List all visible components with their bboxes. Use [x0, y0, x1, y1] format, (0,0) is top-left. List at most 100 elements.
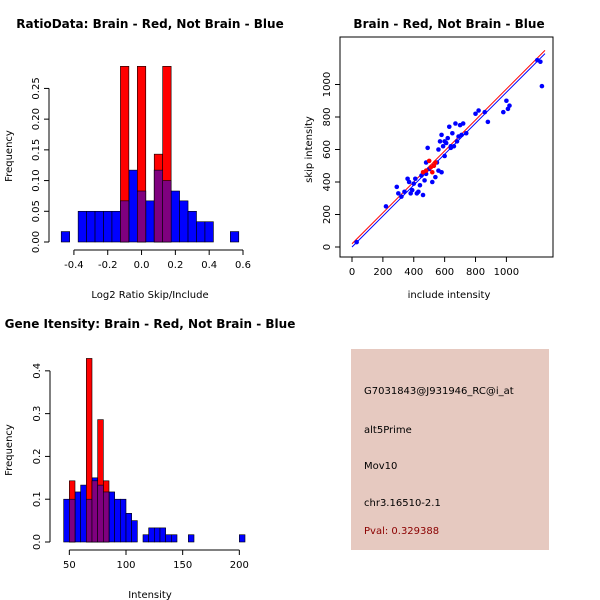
bar-blue-ratio-5: [111, 210, 121, 243]
pval-text: Pval: 0.329388: [364, 526, 440, 537]
point-red-0: [426, 158, 432, 164]
bar-blue-gene-20: [239, 534, 246, 543]
fit-line-0: [351, 50, 546, 245]
x-tick-label-ratio-2: 0.0: [134, 260, 150, 271]
x-tick-label-gene-2: 150: [173, 560, 192, 571]
point-blue-36: [453, 121, 458, 126]
x-tick-label-scatter-5: 1000: [494, 267, 519, 278]
y-tick-label-gene-4: 0.4: [32, 363, 43, 379]
point-blue-11: [413, 176, 418, 182]
point-blue-47: [501, 109, 506, 115]
point-red-6: [420, 169, 426, 175]
probe-id: G7031843@J931946_RC@i_at: [364, 386, 514, 397]
point-blue-21: [429, 179, 435, 185]
x-axis-label-gene: Intensity: [128, 590, 172, 600]
point-blue-17: [422, 178, 427, 183]
event-type: alt5Prime: [364, 425, 412, 436]
y-tick-label-ratio-2: 0.10: [31, 169, 42, 191]
y-tick-label-gene-2: 0.2: [32, 448, 43, 464]
point-blue-34: [450, 130, 455, 136]
point-blue-41: [460, 121, 466, 126]
gene-name: Mov10: [364, 461, 398, 472]
bar-blue-gene-11: [125, 513, 132, 543]
bar-overlap-ratio-2: [153, 169, 163, 243]
x-tick-label-ratio-5: 0.6: [235, 260, 251, 271]
point-blue-48: [504, 98, 509, 104]
point-blue-52: [538, 59, 543, 65]
point-blue-23: [433, 174, 438, 180]
x-tick-label-scatter-4: 800: [466, 267, 485, 278]
y-tick-label-scatter-2: 400: [322, 172, 333, 191]
x-axis-label-ratio: Log2 Ratio Skip/Include: [91, 290, 208, 301]
bar-overlap-ratio-0: [120, 200, 130, 243]
point-blue-29: [442, 153, 447, 159]
x-tick-label-ratio-0: -0.4: [64, 260, 84, 271]
bar-blue-ratio-17: [230, 231, 240, 243]
bar-overlap-gene-3: [97, 484, 104, 543]
bar-blue-gene-8: [108, 491, 115, 543]
x-tick-label-ratio-4: 0.4: [201, 260, 217, 271]
point-blue-2: [394, 184, 400, 190]
chart-title-ratio: RatioData: Brain - Red, Not Brain - Blue: [16, 17, 283, 31]
y-axis-label-gene: Frequency: [4, 424, 15, 476]
point-blue-16: [420, 192, 426, 198]
point-red-2: [429, 169, 435, 175]
bar-blue-ratio-9: [145, 200, 155, 243]
bar-blue-ratio-14: [187, 210, 197, 243]
y-tick-label-scatter-0: 0: [322, 244, 333, 250]
bar-blue-gene-9: [114, 498, 121, 543]
bar-blue-gene-0: [63, 498, 70, 543]
point-blue-10: [411, 181, 417, 186]
y-tick-label-ratio-1: 0.05: [31, 200, 42, 222]
y-tick-label-gene-0: 0.0: [32, 534, 43, 550]
bar-blue-gene-19: [188, 534, 195, 543]
y-tick-label-ratio-4: 0.20: [31, 108, 42, 130]
point-blue-26: [437, 139, 443, 144]
point-blue-58: [442, 139, 447, 144]
bar-blue-ratio-4: [103, 210, 113, 243]
point-blue-43: [473, 111, 478, 117]
x-tick-label-scatter-1: 200: [373, 267, 392, 278]
point-blue-55: [436, 168, 441, 173]
location: chr3.16510-2.1: [364, 498, 441, 509]
bar-blue-ratio-7: [128, 169, 138, 243]
bar-blue-gene-14: [148, 527, 155, 543]
point-blue-53: [539, 83, 545, 89]
bar-blue-ratio-3: [94, 210, 104, 243]
bar-blue-gene-18: [171, 534, 178, 543]
x-tick-label-scatter-0: 0: [349, 267, 355, 278]
point-blue-27: [439, 132, 444, 138]
y-tick-label-ratio-0: 0.00: [31, 231, 42, 253]
bar-overlap-gene-0: [69, 498, 76, 543]
point-blue-31: [445, 135, 451, 141]
x-tick-label-gene-0: 50: [63, 560, 76, 571]
y-tick-label-scatter-5: 1000: [322, 72, 333, 97]
bar-blue-ratio-0: [60, 231, 70, 243]
point-blue-28: [440, 143, 446, 149]
x-tick-label-ratio-3: 0.2: [167, 260, 183, 271]
bar-blue-ratio-15: [196, 221, 206, 243]
bar-blue-ratio-1: [77, 210, 87, 243]
y-axis-label-ratio: Frequency: [4, 130, 15, 182]
fit-line-1: [351, 53, 546, 248]
y-tick-label-scatter-1: 200: [322, 205, 333, 224]
point-blue-50: [507, 103, 512, 108]
point-blue-25: [436, 147, 441, 152]
bar-blue-ratio-2: [86, 210, 96, 243]
point-blue-56: [448, 143, 454, 149]
x-tick-label-scatter-2: 400: [404, 267, 423, 278]
y-axis-label-scatter: skip intensity: [304, 116, 315, 183]
bar-blue-gene-2: [74, 491, 81, 543]
y-tick-label-ratio-5: 0.25: [31, 77, 42, 99]
point-blue-13: [416, 189, 421, 195]
bar-overlap-gene-4: [103, 491, 110, 543]
point-blue-14: [417, 182, 423, 188]
point-blue-9: [409, 187, 415, 193]
point-blue-4: [399, 194, 404, 199]
chart-title-scatter: Brain - Red, Not Brain - Blue: [353, 17, 544, 31]
bar-overlap-ratio-1: [137, 190, 147, 243]
bar-blue-gene-17: [165, 534, 172, 543]
bar-blue-ratio-12: [170, 190, 180, 243]
point-blue-19: [425, 145, 430, 151]
